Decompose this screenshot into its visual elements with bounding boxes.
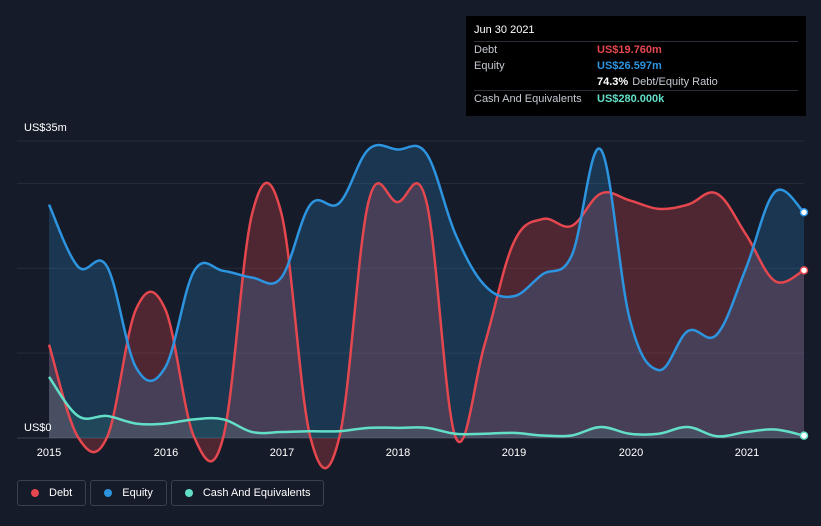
- legend-cash[interactable]: Cash And Equivalents: [170, 480, 325, 506]
- legend-debt-label: Debt: [49, 487, 73, 499]
- tooltip-debt-label: Debt: [474, 44, 498, 56]
- debt-line: [47, 181, 805, 470]
- legend-equity[interactable]: Equity: [90, 480, 167, 506]
- tooltip-ratio-value: 74.3%: [597, 76, 629, 88]
- x-tick-label: 2020: [618, 447, 644, 459]
- tooltip-cash-label: Cash And Equivalents: [474, 93, 582, 105]
- cash-area: [49, 376, 804, 438]
- x-tick-label: 2017: [269, 447, 295, 459]
- tooltip-debt-row: Debt US$19.760m: [474, 41, 798, 58]
- tooltip-cash-value: US$280.000k: [597, 93, 665, 105]
- cash-dot-icon: [184, 489, 193, 497]
- debt-area: [49, 182, 804, 469]
- legend-debt[interactable]: Debt: [17, 480, 87, 506]
- x-tick-label: 2018: [385, 447, 411, 459]
- cash-end-marker: [799, 431, 809, 440]
- series-end-markers: [799, 208, 809, 440]
- debt-end-marker: [799, 266, 809, 275]
- equity-line: [47, 143, 805, 383]
- tooltip-date: Jun 30 2021: [474, 24, 535, 36]
- chart-tooltip: Jun 30 2021 Debt US$19.760m Equity US$26…: [466, 16, 806, 116]
- series-lines: [47, 143, 805, 470]
- y-axis-max-label: US$35m: [24, 122, 67, 134]
- chart-legend: Debt Equity Cash And Equivalents: [17, 480, 325, 506]
- tooltip-ratio-row: 74.3% Debt/Equity Ratio: [474, 74, 798, 90]
- legend-cash-label: Cash And Equivalents: [202, 487, 311, 499]
- x-tick-label: 2016: [153, 447, 179, 459]
- tooltip-equity-label: Equity: [474, 60, 505, 72]
- y-axis-min-label: US$0: [24, 422, 52, 434]
- series-areas: [49, 145, 804, 469]
- debt-dot-icon: [31, 489, 39, 497]
- tooltip-equity-value: US$26.597m: [597, 60, 662, 72]
- tooltip-equity-row: Equity US$26.597m: [474, 58, 798, 74]
- tooltip-debt-value: US$19.760m: [597, 44, 662, 56]
- x-tick-label: 2021: [734, 447, 760, 459]
- cash-line: [47, 376, 805, 438]
- tooltip-ratio-label: Debt/Equity Ratio: [632, 76, 718, 88]
- equity-end-marker: [799, 208, 809, 217]
- tooltip-cash-row: Cash And Equivalents US$280.000k: [474, 90, 798, 107]
- x-tick-label: 2015: [36, 447, 62, 459]
- equity-dot-icon: [104, 489, 113, 497]
- equity-area: [49, 145, 804, 438]
- x-tick-label: 2019: [501, 447, 527, 459]
- legend-equity-label: Equity: [122, 487, 153, 499]
